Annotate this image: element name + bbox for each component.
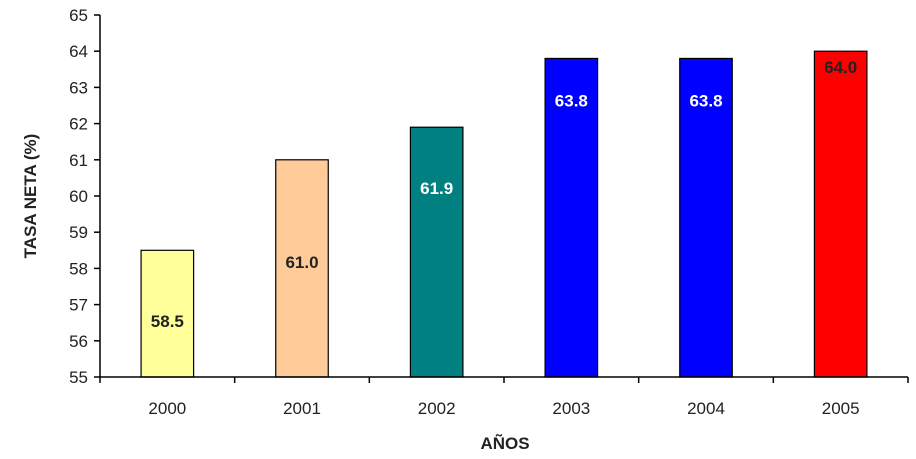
data-label-2005: 64.0 — [824, 58, 857, 77]
y-tick-label: 58 — [69, 259, 88, 278]
y-tick-label: 59 — [69, 223, 88, 242]
x-tick-label: 2005 — [822, 399, 860, 418]
x-axis-ticks: 2000 2001 2002 2003 2004 2005 — [99, 377, 909, 418]
data-label-2001: 61.0 — [285, 253, 318, 272]
bar-2001 — [275, 159, 329, 378]
bar-2002 — [409, 126, 464, 378]
bars: 58.5 61.0 61.9 63.8 63.8 64.0 — [140, 50, 868, 378]
data-label-2004: 63.8 — [689, 91, 722, 110]
y-axis-title: TASA NETA (%) — [21, 134, 40, 259]
y-tick-label: 60 — [69, 187, 88, 206]
bar-2003 — [544, 57, 599, 378]
y-tick-label: 55 — [69, 368, 88, 387]
bar-2004 — [679, 57, 733, 378]
x-tick-label: 2002 — [418, 399, 456, 418]
x-tick-label: 2000 — [148, 399, 186, 418]
y-tick-label: 56 — [69, 332, 88, 351]
y-tick-label: 64 — [69, 42, 88, 61]
x-tick-label: 2003 — [552, 399, 590, 418]
x-axis-title: AÑOS — [480, 433, 529, 453]
data-label-2000: 58.5 — [151, 312, 184, 331]
bar-2005 — [813, 50, 868, 378]
x-tick-label: 2004 — [687, 399, 725, 418]
y-tick-label: 62 — [69, 115, 88, 134]
y-tick-label: 61 — [69, 151, 88, 170]
data-label-2003: 63.8 — [555, 91, 588, 110]
y-axis-ticks: 55 56 57 58 59 60 61 62 63 64 65 — [69, 6, 100, 387]
y-tick-label: 63 — [69, 78, 88, 97]
bar-2000 — [140, 249, 195, 378]
y-tick-label: 65 — [69, 6, 88, 25]
x-tick-label: 2001 — [283, 399, 321, 418]
data-label-2002: 61.9 — [420, 179, 453, 198]
y-tick-label: 57 — [69, 296, 88, 315]
